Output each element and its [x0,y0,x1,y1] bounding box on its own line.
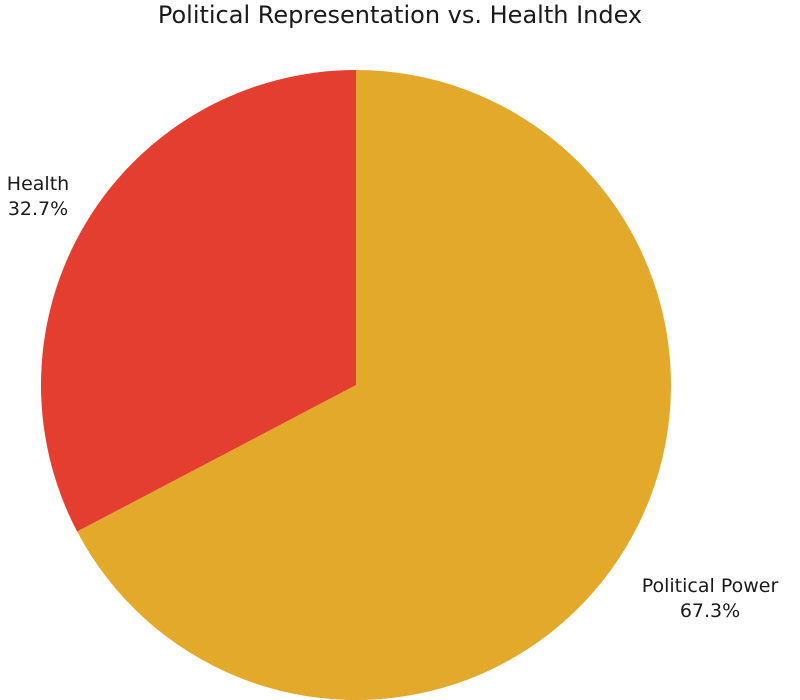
slice-label: Health [7,173,69,195]
slice-value-label: 67.3% [680,600,740,622]
pie-labels: Political Power 67.3% Health 32.7% [7,173,779,622]
slice-value-label: 32.7% [8,198,68,220]
chart-title: Political Representation vs. Health Inde… [157,1,643,29]
slice-label: Political Power [642,575,779,597]
pie-slice-political-power [77,70,671,700]
pie-slices [40,70,671,700]
pie-slice-health [40,70,356,532]
